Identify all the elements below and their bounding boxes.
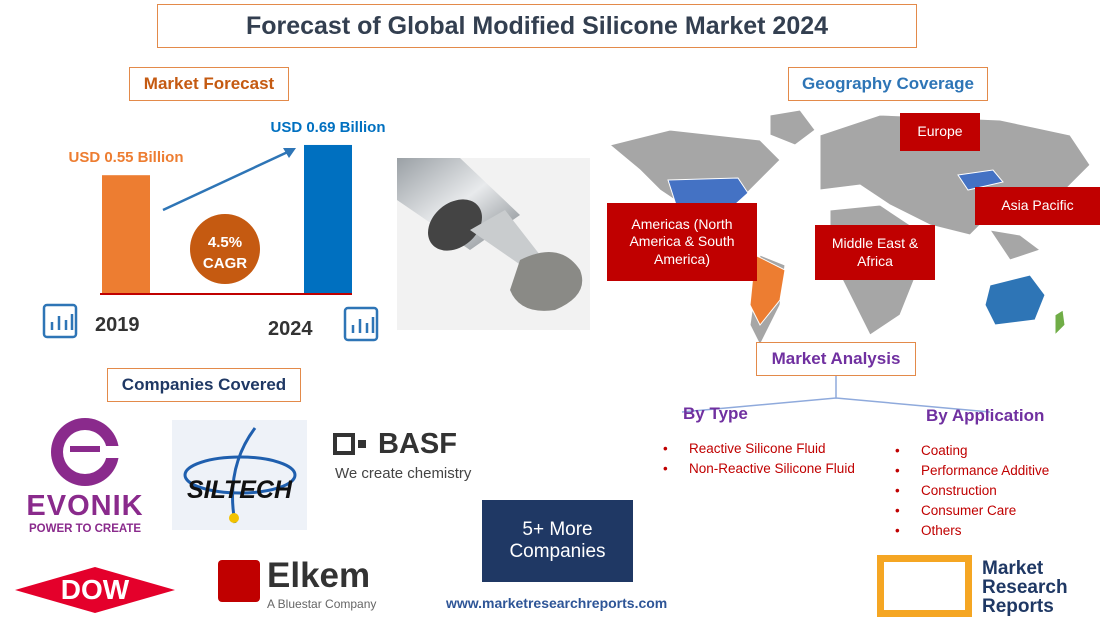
by-type-heading: By Type (683, 404, 748, 423)
region: Middle East & Africa (815, 225, 935, 280)
growth-arrow (162, 148, 293, 212)
application-item: Coating (895, 441, 1100, 461)
logo-tagline: POWER TO CREATE (28, 523, 142, 535)
sealant-photo (397, 158, 590, 330)
brand-logo (877, 555, 972, 617)
evonik-logo (51, 418, 120, 486)
brand-name: Market Research Reports (982, 558, 1068, 617)
region: Asia Pacific (975, 187, 1100, 225)
companies-heading: Companies Covered (107, 368, 301, 402)
cagr-label: CAGR (202, 255, 248, 272)
bar-label: USD 0.55 Billion (68, 149, 184, 167)
basf-logo (333, 433, 366, 455)
type-item: Reactive Silicone Fluid (663, 439, 859, 459)
arrow-head (283, 148, 296, 158)
by-application-heading: By Application (926, 406, 1045, 425)
application-item: Consumer Care (895, 501, 1100, 521)
cagr-value: 4.5% (207, 234, 243, 251)
evonik: EVONIK POWER TO CREATE (20, 490, 150, 535)
bar-label: USD 0.69 Billion (270, 118, 386, 136)
type-item: Non-Reactive Silicone Fluid (663, 459, 859, 479)
elkem-logo (218, 560, 260, 602)
dow-logo (15, 567, 175, 613)
forecast-heading: Market Forecast (129, 67, 289, 101)
more-companies: 5+ More Companies (482, 500, 633, 582)
region: Europe (900, 113, 980, 151)
basf-name: BASF (378, 428, 457, 460)
analysis-branches (681, 375, 991, 413)
application-list: CoatingPerformance AdditiveConstructionC… (895, 441, 1100, 541)
bar-year: 2024 (268, 318, 313, 340)
cagr-circle (190, 214, 260, 284)
geography-heading: Geography Coverage (788, 67, 988, 101)
basf-tagline: We create chemistry (335, 465, 472, 482)
bar (102, 175, 150, 294)
application-item: Others (895, 521, 1100, 541)
chart-icon (42, 303, 379, 342)
siltech-logo (172, 420, 307, 530)
forecast-bars (102, 144, 352, 294)
cagr: 4.5% CAGR (190, 232, 260, 274)
page-title: Forecast of Global Modified Silicone Mar… (157, 4, 917, 48)
analysis-heading: Market Analysis (756, 342, 916, 376)
application-item: Construction (895, 481, 1100, 501)
type-list: Reactive Silicone FluidNon-Reactive Sili… (663, 439, 859, 479)
logo-name: EVONIK (26, 490, 144, 522)
application-item: Performance Additive (895, 461, 1100, 481)
dow-name: DOW (60, 574, 130, 605)
elkem-tagline: A Bluestar Company (267, 597, 377, 611)
region: Americas (North America & South America) (607, 203, 757, 281)
bar-year: 2019 (95, 314, 140, 336)
website: www.marketresearchreports.com (446, 595, 668, 611)
elkem-name: Elkem (267, 556, 371, 595)
siltech-name: SILTECH (186, 476, 293, 504)
bar (304, 144, 352, 294)
